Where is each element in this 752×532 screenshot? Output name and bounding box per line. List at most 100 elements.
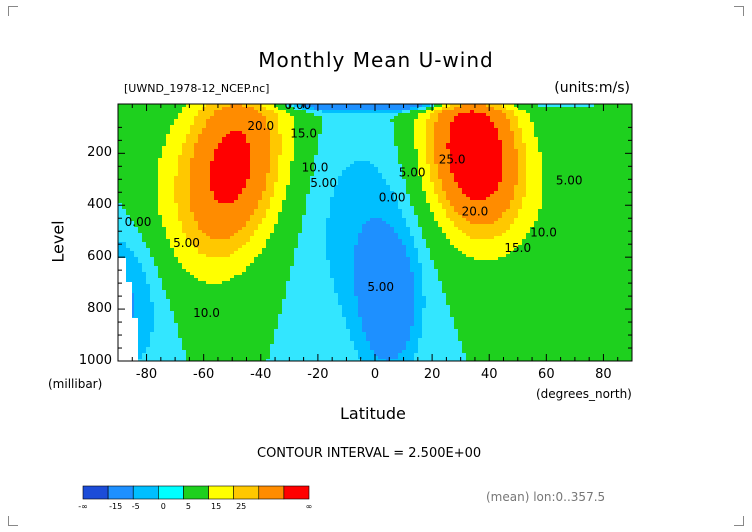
field-cell	[318, 341, 323, 345]
field-cell	[174, 317, 179, 321]
field-cell	[210, 125, 215, 129]
field-cell	[202, 137, 207, 141]
field-cell	[278, 293, 283, 297]
field-cell	[222, 218, 227, 222]
field-cell	[310, 173, 315, 177]
field-cell	[130, 122, 135, 126]
field-cell	[258, 236, 263, 240]
field-cell	[266, 329, 271, 333]
field-cell	[142, 290, 147, 294]
field-cell	[330, 320, 335, 324]
field-cell	[346, 149, 351, 153]
field-cell	[310, 299, 315, 303]
field-cell	[150, 233, 155, 237]
field-cell	[174, 305, 179, 309]
field-cell	[150, 182, 155, 186]
field-cell	[230, 200, 235, 204]
field-cell	[194, 200, 199, 204]
field-cell	[166, 218, 171, 222]
field-cell	[278, 350, 283, 354]
field-cell	[170, 146, 175, 150]
field-cell	[226, 260, 231, 264]
field-cell	[266, 134, 271, 138]
field-cell	[158, 287, 163, 291]
field-cell	[342, 146, 347, 150]
field-cell	[166, 257, 171, 261]
field-cell	[178, 131, 183, 135]
field-cell	[270, 356, 275, 360]
field-cell	[150, 311, 155, 315]
field-cell	[258, 233, 263, 237]
field-cell	[206, 347, 211, 351]
field-cell	[178, 179, 183, 183]
field-cell	[302, 239, 307, 243]
field-cell	[326, 182, 331, 186]
field-cell	[162, 128, 167, 132]
field-cell	[194, 293, 199, 297]
field-cell	[250, 278, 255, 282]
field-cell	[290, 107, 295, 111]
field-cell	[166, 266, 171, 270]
field-cell	[342, 200, 347, 204]
field-cell	[270, 311, 275, 315]
field-cell	[226, 278, 231, 282]
field-cell	[154, 143, 159, 147]
field-cell	[238, 125, 243, 129]
field-cell	[258, 344, 263, 348]
field-cell	[238, 155, 243, 159]
field-cell	[278, 341, 283, 345]
field-cell	[206, 119, 211, 123]
field-cell	[270, 119, 275, 123]
field-cell	[122, 224, 127, 228]
field-cell	[270, 167, 275, 171]
field-cell	[318, 170, 323, 174]
field-cell	[262, 104, 267, 108]
field-cell	[222, 182, 227, 186]
field-cell	[298, 218, 303, 222]
field-cell	[250, 266, 255, 270]
field-cell	[294, 161, 299, 165]
field-cell	[270, 221, 275, 225]
field-cell	[218, 293, 223, 297]
field-cell	[214, 203, 219, 207]
field-cell	[346, 212, 351, 216]
field-cell	[338, 164, 343, 168]
field-cell	[126, 161, 131, 165]
field-cell	[126, 143, 131, 147]
field-cell	[274, 248, 279, 252]
field-cell	[290, 134, 295, 138]
field-cell	[322, 116, 327, 120]
field-cell	[346, 341, 351, 345]
field-cell	[210, 179, 215, 183]
field-cell	[342, 344, 347, 348]
field-cell	[302, 173, 307, 177]
field-cell	[298, 332, 303, 336]
field-cell	[262, 107, 267, 111]
field-cell	[342, 155, 347, 159]
field-cell	[270, 134, 275, 138]
field-cell	[134, 302, 139, 306]
field-cell	[126, 194, 131, 198]
field-cell	[166, 296, 171, 300]
field-cell	[210, 260, 215, 264]
field-cell	[318, 203, 323, 207]
field-cell	[122, 194, 127, 198]
field-cell	[318, 218, 323, 222]
field-cell	[154, 215, 159, 219]
field-cell	[274, 155, 279, 159]
field-cell	[222, 344, 227, 348]
field-cell	[226, 335, 231, 339]
field-cell	[294, 257, 299, 261]
field-cell	[286, 296, 291, 300]
field-cell	[262, 221, 267, 225]
field-cell	[310, 275, 315, 279]
field-cell	[278, 320, 283, 324]
field-cell	[262, 113, 267, 117]
field-cell	[222, 263, 227, 267]
field-cell	[134, 266, 139, 270]
field-cell	[170, 206, 175, 210]
field-cell	[226, 182, 231, 186]
field-cell	[310, 113, 315, 117]
field-cell	[214, 185, 219, 189]
field-cell	[190, 347, 195, 351]
